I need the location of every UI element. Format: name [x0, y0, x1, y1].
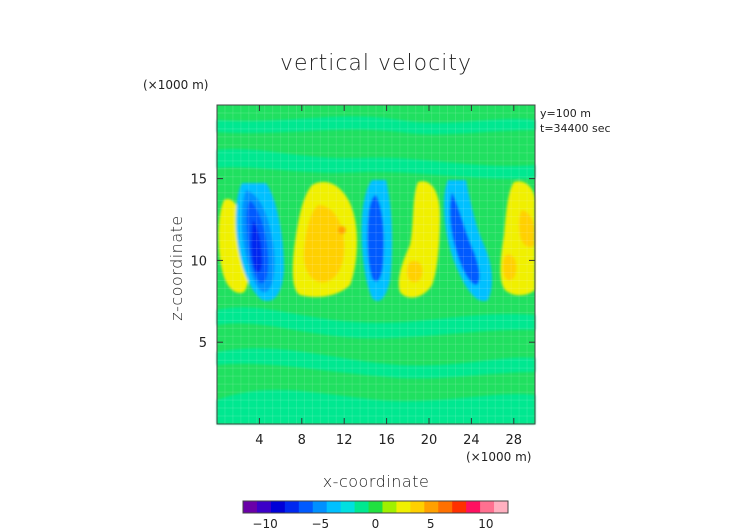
band-low-2: [217, 348, 535, 379]
colorbar-swatch: [424, 501, 439, 513]
colorbar-swatch: [312, 501, 328, 513]
colorbar-swatch: [466, 501, 481, 513]
x-axis-label: x-coordinate: [323, 472, 430, 491]
x-tick-label: 28: [506, 433, 523, 448]
colorbar-tick-label: 5: [427, 517, 435, 531]
colorbar-swatch: [452, 501, 467, 513]
colorbar-swatch: [284, 501, 300, 513]
y-axis-label: z-coordinate: [167, 215, 186, 321]
updraft-2-peak: [338, 226, 346, 234]
colorbar: −10 −5 0 5 10: [242, 500, 509, 531]
colorbar-tick-label: −5: [311, 517, 329, 531]
y-tick-label: 10: [190, 254, 207, 269]
updraft-2-core: [303, 205, 345, 283]
colorbar-swatch: [256, 501, 272, 513]
colorbar-swatch: [396, 501, 411, 513]
x-tick-label: 20: [421, 433, 438, 448]
band-low-1: [217, 389, 535, 424]
annotation-line-1: y=100 m: [540, 107, 591, 120]
x-tick-label: 12: [336, 433, 353, 448]
colorbar-swatch: [382, 501, 397, 513]
colorbar-tick-label: −10: [252, 517, 277, 531]
colorbar-swatch: [340, 501, 355, 513]
downdraft-2-core: [367, 195, 384, 282]
colorbar-swatch: [326, 501, 342, 513]
plot-gridlines: [217, 105, 535, 424]
updraft-4-core: [518, 210, 535, 248]
colorbar-swatch: [494, 501, 509, 513]
x-tick-label: 8: [298, 433, 306, 448]
plot-area: [216, 104, 536, 425]
band-top-1: [217, 148, 535, 179]
updraft-4-lower: [502, 254, 517, 281]
colorbar-swatch: [438, 501, 453, 513]
updraft-3-core: [406, 260, 423, 283]
chart-title: vertical velocity: [280, 51, 472, 76]
colorbar-swatch: [368, 501, 383, 513]
y-tick-label: 5: [199, 336, 207, 351]
colorbar-swatch: [298, 501, 314, 513]
colorbar-swatch: [243, 501, 258, 513]
x-tick-label: 4: [255, 433, 263, 448]
downdraft-3-core: [449, 192, 480, 285]
band-top-2: [217, 116, 535, 135]
colorbar-swatch: [480, 501, 495, 513]
x-tick-label: 24: [463, 433, 480, 448]
colorbar-swatch: [410, 501, 425, 513]
colorbar-tick-label: 10: [478, 517, 493, 531]
x-axis: 4 8 12 16 20 24 28: [255, 105, 522, 448]
x-tick-label: 16: [378, 433, 395, 448]
colorbar-tick-label: 0: [372, 517, 380, 531]
band-mid: [217, 307, 535, 339]
annotation: y=100 m t=34400 sec: [540, 107, 611, 135]
plot-frame: [216, 104, 536, 425]
colorbar-frame: [242, 500, 509, 514]
y-axis: 5 10 15: [190, 173, 535, 351]
colorbar-swatch: [270, 501, 286, 513]
x-unit-label: (×1000 m): [466, 450, 531, 464]
contour-layer: [217, 116, 535, 424]
y-unit-label: (×1000 m): [143, 78, 208, 92]
downdraft-1-peak: [251, 220, 262, 273]
y-tick-label: 15: [190, 173, 207, 188]
colorbar-swatch: [354, 501, 369, 513]
annotation-line-2: t=34400 sec: [540, 122, 611, 135]
